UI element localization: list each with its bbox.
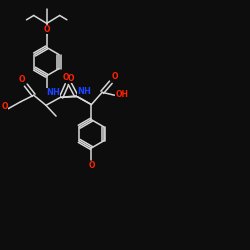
Text: NH: NH <box>78 87 91 96</box>
Text: O: O <box>18 75 25 84</box>
Text: O: O <box>112 72 118 81</box>
Text: OH: OH <box>115 90 128 99</box>
Text: O: O <box>2 102 8 110</box>
Text: O: O <box>68 74 74 83</box>
Text: O: O <box>62 73 69 82</box>
Text: O: O <box>44 26 50 35</box>
Text: NH: NH <box>46 88 60 96</box>
Text: O: O <box>88 162 95 170</box>
